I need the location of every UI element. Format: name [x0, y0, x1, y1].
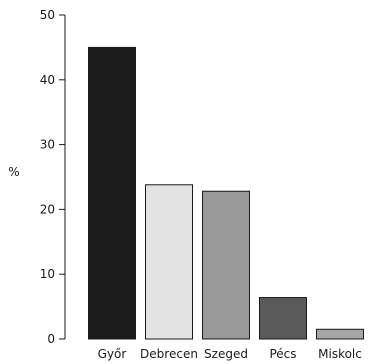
x-category-label: Győr — [98, 347, 127, 361]
bar-miskolc — [316, 328, 364, 340]
bars — [88, 46, 364, 340]
y-axis: 0 10 20 30 40 50 — [40, 8, 66, 346]
y-tick-label: 40 — [40, 73, 55, 87]
y-tick-label: 20 — [40, 202, 55, 216]
x-category-label: Pécs — [269, 347, 296, 361]
x-category-label: Miskolc — [318, 347, 362, 361]
bar-győr — [88, 46, 136, 340]
bar-debrecen — [145, 184, 193, 340]
y-tick-label: 0 — [47, 332, 55, 346]
x-category-label: Szeged — [204, 347, 248, 361]
y-tick-label: 30 — [40, 138, 55, 152]
y-tick-label: 10 — [40, 267, 55, 281]
bar-szeged — [202, 190, 250, 340]
x-category-label: Debrecen — [140, 347, 198, 361]
y-tick-label: 50 — [40, 8, 55, 22]
y-axis-label: % — [8, 165, 19, 179]
x-axis-labels: Győr Debrecen Szeged Pécs Miskolc — [98, 347, 362, 361]
bar-pécs — [259, 297, 307, 340]
